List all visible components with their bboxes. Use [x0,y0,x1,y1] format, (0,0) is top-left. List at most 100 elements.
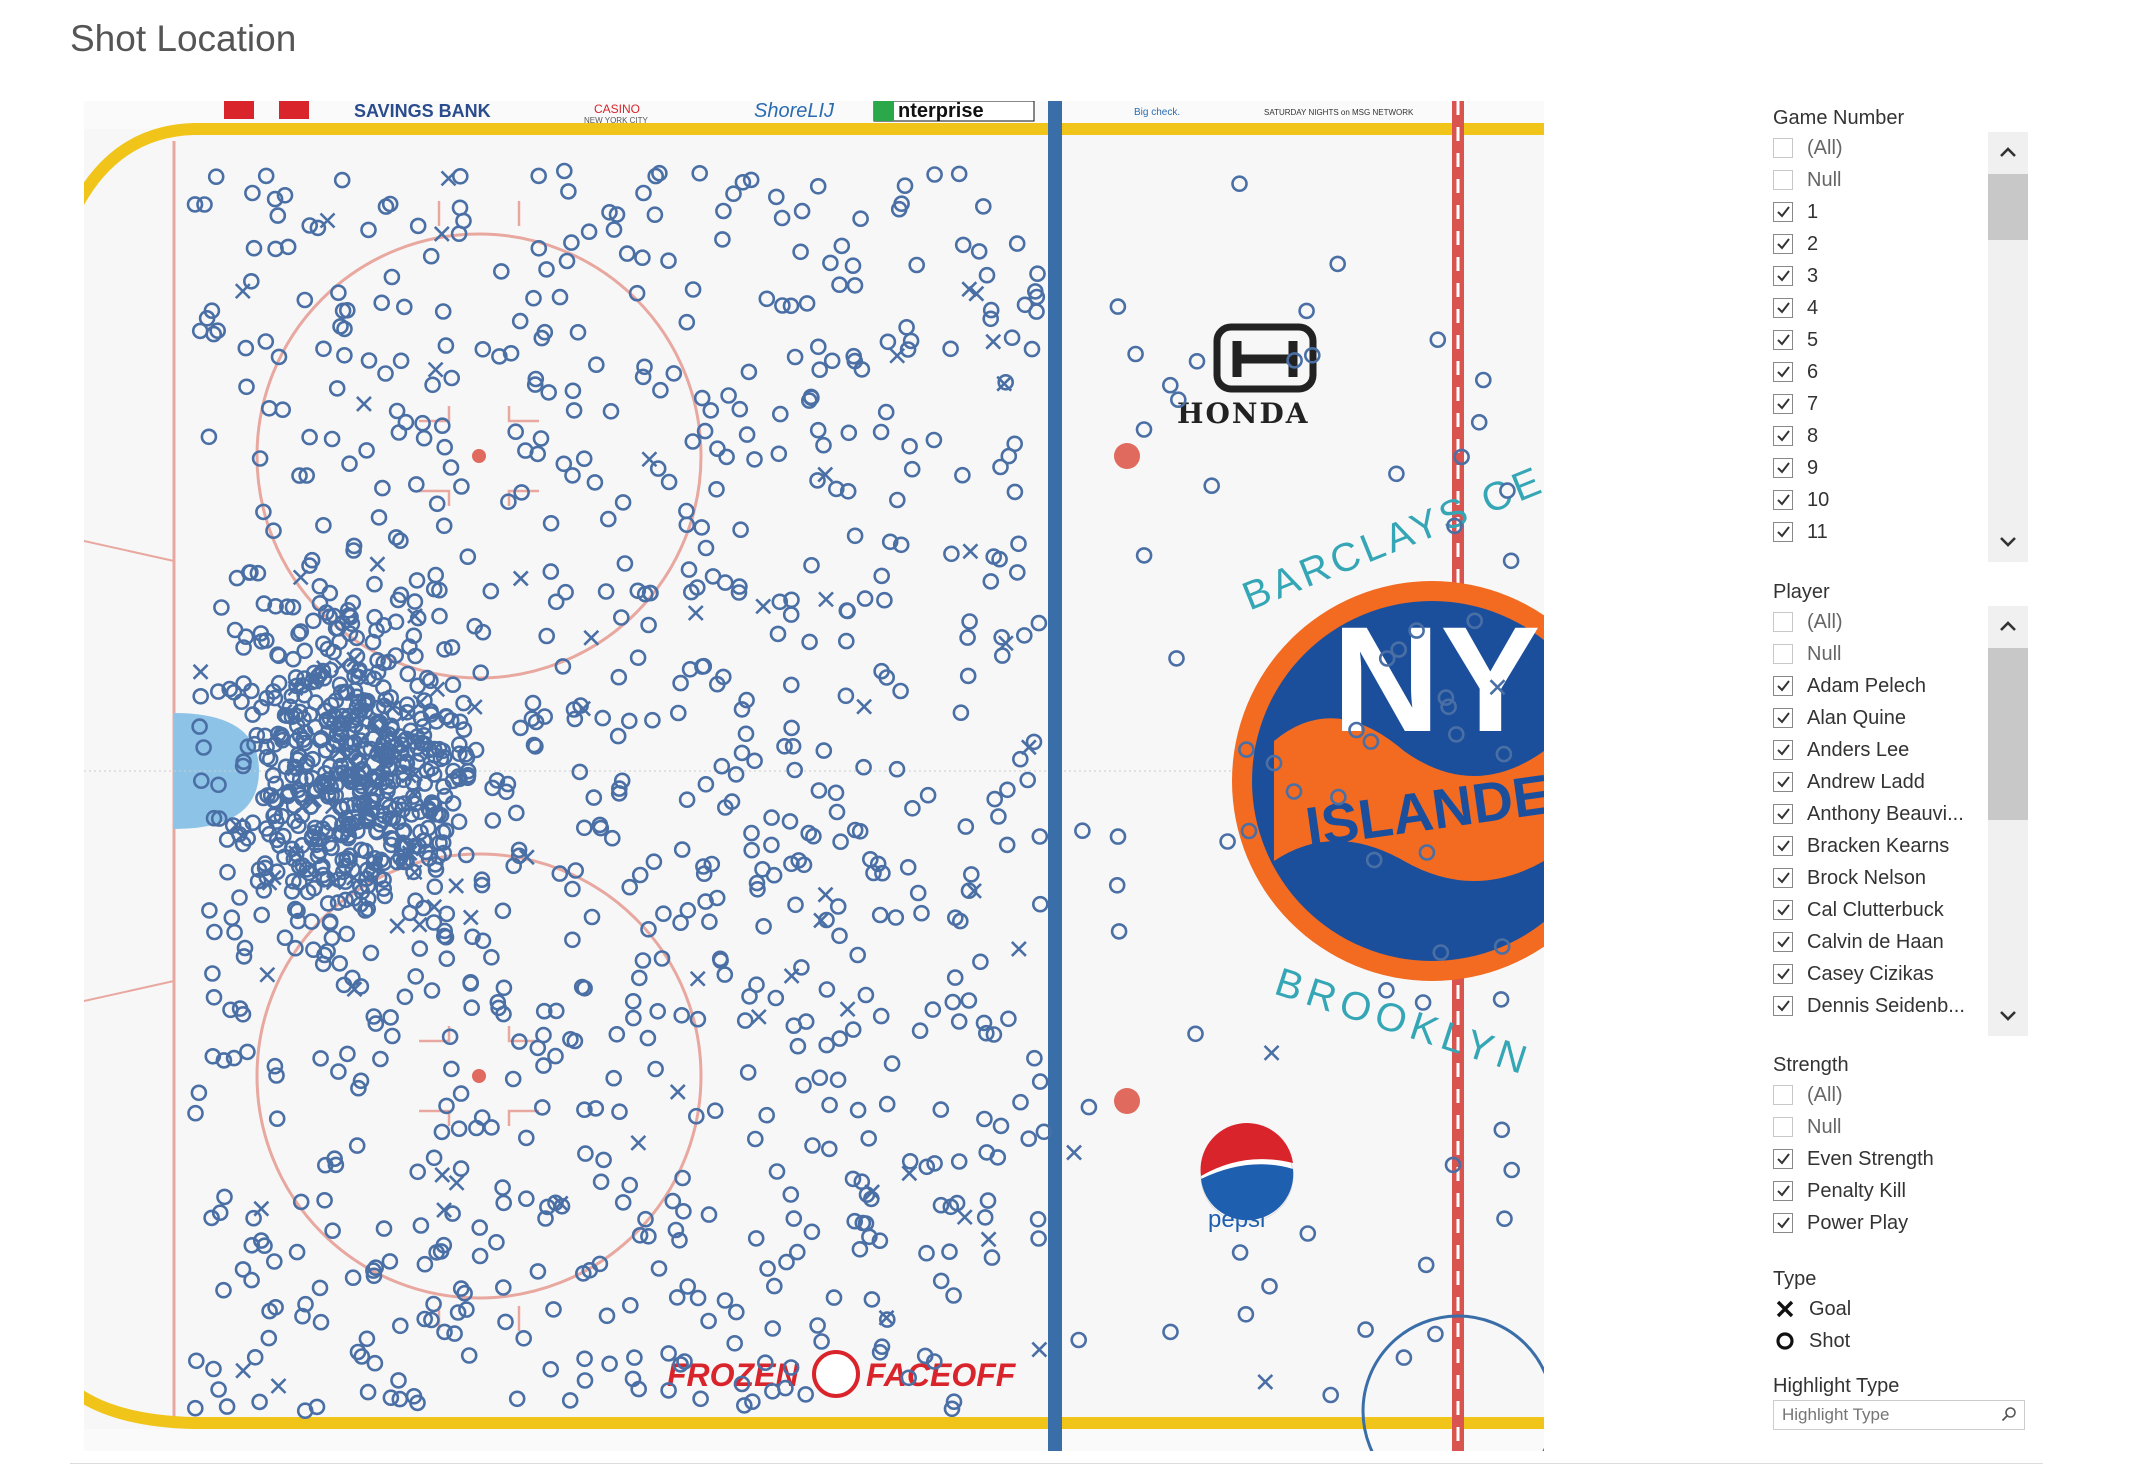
shot-mark[interactable] [375,807,393,824]
goal-mark[interactable] [817,466,834,483]
shot-mark[interactable] [547,1047,564,1065]
shot-mark[interactable] [978,1144,996,1161]
shot-mark[interactable] [652,381,669,399]
shot-mark[interactable] [1492,991,1510,1008]
shot-mark[interactable] [257,167,275,185]
shot-mark[interactable] [703,855,721,873]
shot-mark[interactable] [377,365,394,382]
shot-mark[interactable] [918,1158,936,1176]
goal-mark[interactable] [552,1195,569,1212]
shot-mark[interactable] [555,162,573,180]
shot-mark[interactable] [872,1007,890,1025]
shot-mark[interactable] [839,602,856,620]
shot-mark[interactable] [640,1228,657,1245]
shot-mark[interactable] [1231,1244,1249,1261]
shot-mark[interactable] [415,735,433,753]
shot-mark[interactable] [564,880,581,898]
shot-mark[interactable] [244,184,261,202]
shot-mark[interactable] [405,863,422,881]
shot-mark[interactable] [754,860,771,878]
shot-mark[interactable] [538,261,555,278]
shot-mark[interactable] [1030,614,1048,632]
shot-mark[interactable] [368,823,386,841]
shot-mark[interactable] [932,1272,950,1290]
shot-mark[interactable] [832,833,849,851]
shot-mark[interactable] [743,824,760,842]
shot-mark[interactable] [276,706,294,724]
shot-mark[interactable] [763,836,780,854]
shot-mark[interactable] [218,831,236,848]
shot-mark[interactable] [736,1012,754,1029]
shot-mark[interactable] [527,713,545,731]
filter-option[interactable]: 11 [1773,516,2028,548]
shot-mark[interactable] [435,517,453,535]
filter-option[interactable]: 3 [1773,260,2028,292]
shot-mark[interactable] [395,298,413,316]
shot-mark[interactable] [376,887,394,905]
shot-mark[interactable] [265,522,282,540]
shot-mark[interactable] [382,1009,399,1026]
shot-mark[interactable] [1427,1325,1444,1343]
shot-mark[interactable] [900,1369,918,1387]
shot-mark[interactable] [1432,944,1450,961]
shot-mark[interactable] [653,950,671,967]
goal-mark[interactable] [997,635,1014,652]
shot-mark[interactable] [978,266,996,284]
shot-mark[interactable] [788,1243,806,1261]
shot-mark[interactable] [959,667,977,685]
shot-mark[interactable] [1168,650,1185,667]
shot-mark[interactable] [311,594,329,612]
shot-mark[interactable] [266,190,284,208]
shot-mark[interactable] [245,239,263,257]
shot-mark[interactable] [452,1280,470,1297]
shot-mark[interactable] [840,424,858,442]
shot-mark[interactable] [1475,371,1492,389]
shot-mark[interactable] [827,784,845,802]
shot-mark[interactable] [210,776,227,794]
shot-mark[interactable] [381,1253,399,1270]
shot-mark[interactable] [993,628,1011,646]
shot-mark[interactable] [871,1232,889,1249]
shot-mark[interactable] [629,649,647,667]
filter-option[interactable]: Bracken Kearns [1773,830,2028,862]
shot-mark[interactable] [437,822,455,840]
shot-mark[interactable] [216,1188,233,1206]
shot-mark[interactable] [312,1050,329,1067]
goal-mark[interactable] [961,281,978,298]
shot-mark[interactable] [909,884,927,902]
shot-mark[interactable] [893,195,910,212]
shot-mark[interactable] [630,969,648,987]
checkbox-checked-icon[interactable] [1773,202,1793,222]
checkbox-checked-icon[interactable] [1773,900,1793,920]
shot-mark[interactable] [256,855,274,872]
shot-mark[interactable] [409,217,427,235]
shot-mark[interactable] [348,698,366,716]
shot-mark[interactable] [316,1192,333,1209]
shot-mark[interactable] [901,1153,919,1170]
shot-mark[interactable] [801,633,818,651]
shot-mark[interactable] [769,625,787,643]
shot-mark[interactable] [1074,822,1091,840]
goal-mark[interactable] [1020,739,1037,756]
shot-mark[interactable] [248,726,266,744]
shot-mark[interactable] [365,1267,383,1285]
shot-mark[interactable] [406,733,423,750]
goal-mark[interactable] [436,1202,453,1218]
shot-mark[interactable] [763,809,780,826]
shot-mark[interactable] [565,402,583,419]
shot-mark[interactable] [1286,352,1303,369]
shot-mark[interactable] [738,426,756,443]
shot-mark[interactable] [530,240,548,257]
shot-mark[interactable] [911,1022,929,1040]
shot-mark[interactable] [205,988,223,1006]
shot-mark[interactable] [431,581,448,599]
shot-mark[interactable] [605,221,623,238]
shot-mark[interactable] [682,583,700,601]
shot-mark[interactable] [576,979,593,997]
shot-mark[interactable] [1417,1256,1435,1274]
shot-mark[interactable] [883,1055,901,1072]
shot-mark[interactable] [941,1243,958,1260]
shot-mark[interactable] [746,752,763,770]
goal-mark[interactable] [324,798,341,815]
goal-mark[interactable] [512,570,529,587]
